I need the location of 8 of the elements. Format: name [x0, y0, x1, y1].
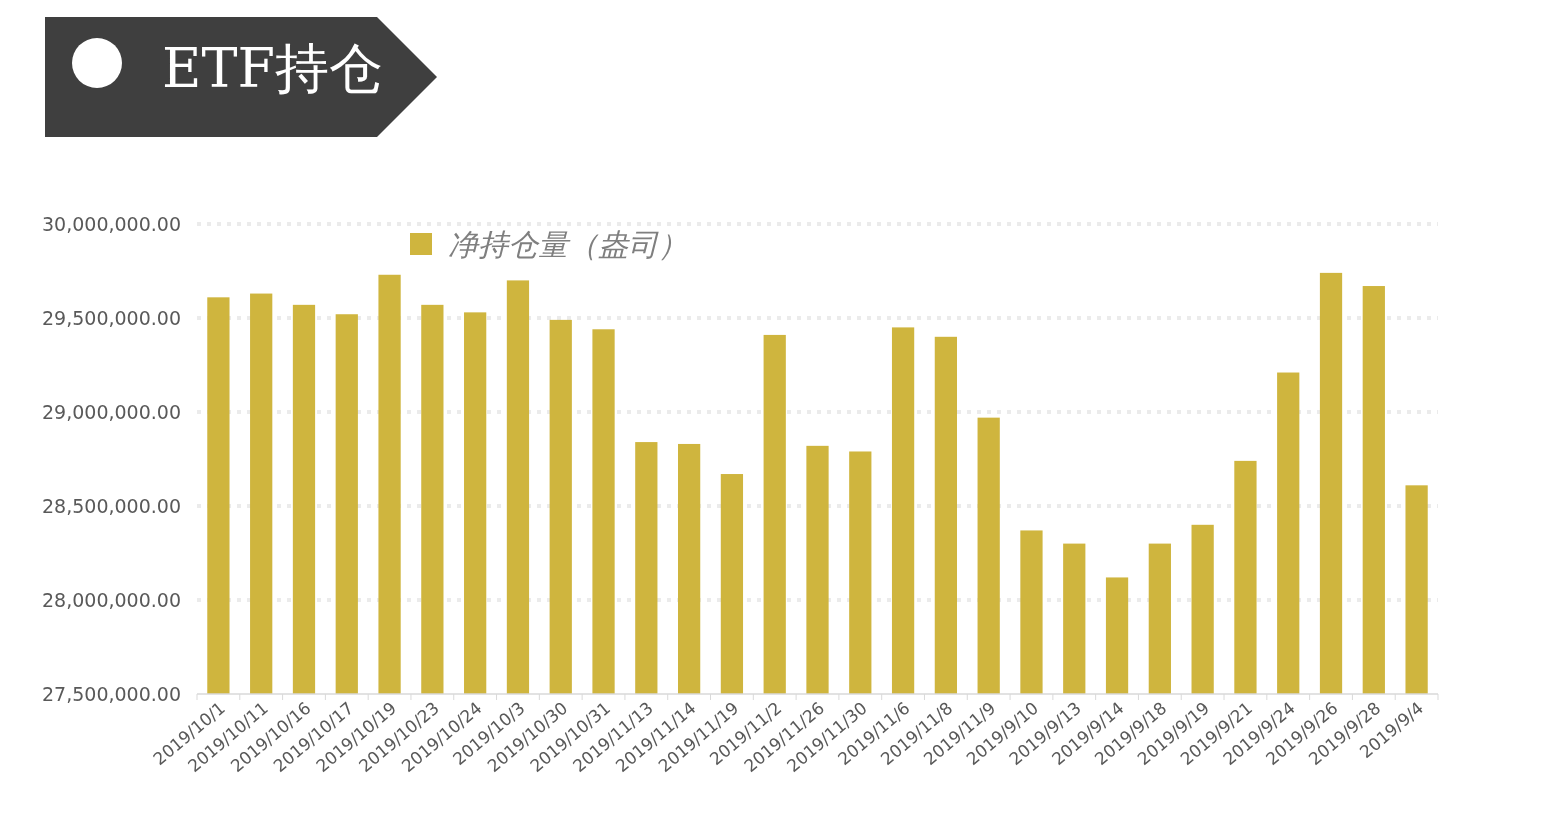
y-tick-label: 27,500,000.00 [41, 683, 181, 705]
chart-title: ETF持仓 [162, 37, 383, 100]
y-tick-label: 29,000,000.00 [41, 401, 181, 423]
y-tick-label: 28,500,000.00 [41, 495, 181, 517]
legend-label: 净持仓量（盎司） [448, 227, 688, 262]
y-tick-label: 29,500,000.00 [41, 307, 181, 329]
y-tick-label: 28,000,000.00 [41, 589, 181, 611]
y-tick-label: 30,000,000.00 [41, 213, 181, 235]
